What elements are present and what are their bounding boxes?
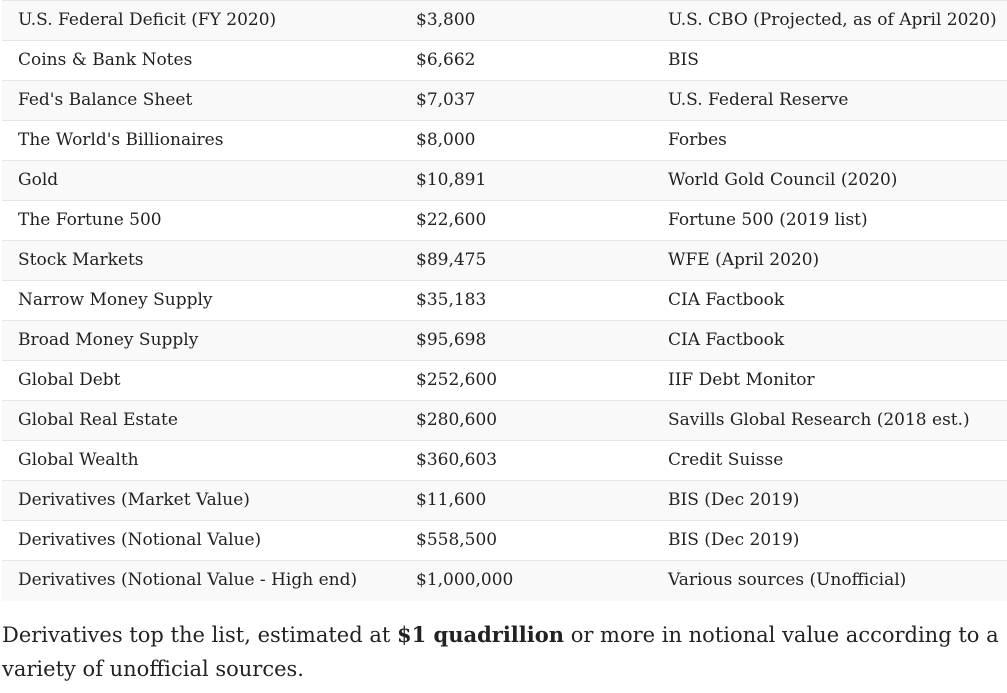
table-row: Fed's Balance Sheet $7,037 U.S. Federal Re… — [2, 80, 1007, 121]
row-value-cell: $6,662 — [416, 50, 476, 70]
row-name-cell: The World's Billionaires — [18, 130, 224, 150]
row-value-cell: $252,600 — [416, 370, 498, 390]
row-source-cell: CIA Factbook — [668, 290, 785, 310]
row-value-cell: $10,891 — [416, 170, 487, 190]
row-source-cell: BIS (Dec 2019) — [668, 490, 800, 510]
row-source-cell: Savills Global Research (2018 est.) — [668, 410, 970, 430]
row-source-cell: IIF Debt Monitor — [668, 370, 815, 390]
row-value-cell: $22,600 — [416, 210, 487, 230]
row-source-cell: Forbes — [668, 130, 727, 150]
row-value-cell: $95,698 — [416, 330, 487, 350]
row-name-cell: Gold — [18, 170, 59, 190]
asset-table: U.S. Federal Deficit (FY 2020) $3,800 U.S.… — [2, 0, 1007, 601]
row-name-cell: Global Wealth — [18, 450, 139, 470]
row-value-cell: $11,600 — [416, 490, 487, 510]
row-value-cell: $3,800 — [416, 10, 476, 30]
row-name-cell: Global Debt — [18, 370, 121, 390]
table-row: U.S. Federal Deficit (FY 2020) $3,800 U.S.… — [2, 0, 1007, 41]
table-row: Global Wealth $360,603 Credit Suisse — [2, 440, 1007, 481]
row-value-cell: $360,603 — [416, 450, 498, 470]
row-value-cell: $89,475 — [416, 250, 487, 270]
table-row: Narrow Money Supply $35,183 CIA Factbook — [2, 280, 1007, 321]
row-value-cell: $35,183 — [416, 290, 487, 310]
row-source-cell: Fortune 500 (2019 list) — [668, 210, 868, 230]
row-source-cell: U.S. CBO (Projected, as of April 2020) — [668, 10, 997, 30]
row-value-cell: $1,000,000 — [416, 570, 514, 591]
table-row: Derivatives (Notional Value) $558,500 BIS … — [2, 520, 1007, 561]
row-name-cell: Derivatives (Notional Value - High end) — [18, 570, 358, 591]
row-value-cell: $558,500 — [416, 530, 498, 550]
asset-table-body: U.S. Federal Deficit (FY 2020) $3,800 U.S.… — [2, 0, 1007, 601]
table-row: The Fortune 500 $22,600 Fortune 500 (2019 … — [2, 200, 1007, 241]
row-source-cell: WFE (April 2020) — [668, 250, 820, 270]
row-source-cell: CIA Factbook — [668, 330, 785, 350]
row-value-cell: $7,037 — [416, 90, 476, 110]
row-source-cell: BIS (Dec 2019) — [668, 530, 800, 550]
row-source-cell: World Gold Council (2020) — [668, 170, 898, 190]
row-name-cell: The Fortune 500 — [18, 210, 162, 230]
row-value-cell: $8,000 — [416, 130, 476, 150]
row-source-cell: U.S. Federal Reserve — [668, 90, 849, 110]
row-name-cell: Narrow Money Supply — [18, 290, 213, 310]
row-name-cell: Fed's Balance Sheet — [18, 90, 193, 110]
table-row: Derivatives (Market Value) $11,600 BIS (De… — [2, 480, 1007, 521]
row-name-cell: Global Real Estate — [18, 410, 178, 430]
row-value-cell: $280,600 — [416, 410, 498, 430]
row-name-cell: U.S. Federal Deficit (FY 2020) — [18, 10, 277, 30]
row-name-cell: Derivatives (Notional Value) — [18, 530, 262, 550]
table-row: Global Real Estate $280,600 Savills Global… — [2, 400, 1007, 441]
table-row: Derivatives (Notional Value - High end) $… — [2, 560, 1007, 601]
caption-emphasis: $1 quadrillion — [396, 622, 565, 647]
table-row: Broad Money Supply $95,698 CIA Factbook — [2, 320, 1007, 361]
row-name-cell: Derivatives (Market Value) — [18, 490, 250, 510]
table-row: Coins & Bank Notes $6,662 BIS — [2, 40, 1007, 81]
caption-paragraph: Derivatives top the list, estimated at $… — [2, 618, 1002, 686]
row-source-cell: Credit Suisse — [668, 450, 784, 470]
caption-text-before: Derivatives top the list, estimated at — [2, 623, 397, 647]
row-name-cell: Broad Money Supply — [18, 330, 199, 350]
caption-text-after: or more in notional value according to a… — [2, 623, 999, 681]
table-row: Stock Markets $89,475 WFE (April 2020) — [2, 240, 1007, 281]
table-row: Global Debt $252,600 IIF Debt Monitor — [2, 360, 1007, 401]
table-row: Gold $10,891 World Gold Council (2020) — [2, 160, 1007, 201]
row-name-cell: Stock Markets — [18, 250, 144, 270]
row-name-cell: Coins & Bank Notes — [18, 50, 193, 70]
table-row: The World's Billionaires $8,000 Forbes — [2, 120, 1007, 161]
row-source-cell: BIS — [668, 50, 699, 70]
row-source-cell: Various sources (Unofficial) — [668, 570, 907, 591]
